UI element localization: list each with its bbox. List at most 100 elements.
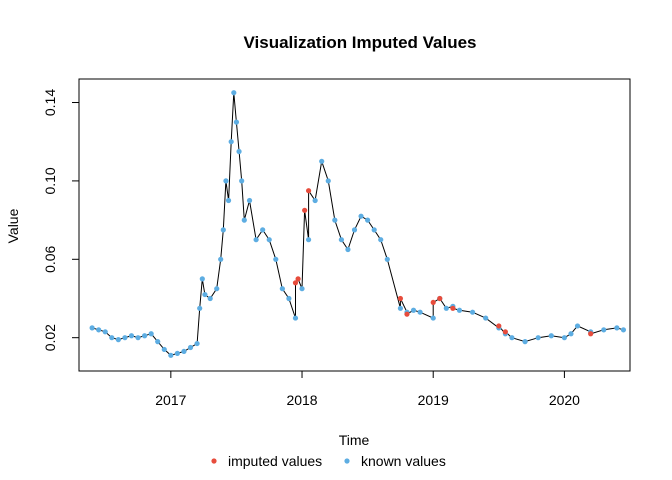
known-point [161, 346, 167, 353]
x-axis: 2017 2018 2019 2020 [155, 370, 580, 408]
known-point [358, 213, 364, 219]
y-tick-label: 0.06 [42, 245, 58, 272]
x-tick-label: 2018 [286, 392, 317, 408]
imputed-points [292, 188, 594, 337]
series-line [91, 92, 624, 356]
known-point [292, 315, 299, 321]
y-tick-label: 0.14 [42, 89, 58, 116]
known-point [522, 339, 528, 345]
imputed-point [588, 331, 594, 337]
known-point [241, 217, 247, 223]
x-tick-label: 2017 [155, 392, 186, 408]
known-point [207, 295, 213, 302]
known-point [332, 217, 338, 223]
y-axis-label: Value [5, 208, 21, 243]
known-point [246, 197, 253, 204]
known-point [574, 323, 581, 329]
known-point [483, 315, 489, 321]
known-point [141, 333, 148, 339]
known-point [378, 237, 384, 243]
known-point [305, 237, 312, 243]
imputed-point [302, 207, 308, 213]
known-point [325, 178, 331, 184]
imputed-point [450, 305, 456, 311]
y-axis: 0.02 0.06 0.10 0.14 [42, 89, 80, 351]
known-point [417, 309, 423, 315]
known-point [345, 246, 351, 253]
imputed-point [295, 276, 301, 282]
imputed-point [404, 311, 410, 317]
known-point [174, 350, 180, 356]
known-point [228, 139, 234, 145]
plot-frame [78, 78, 631, 372]
known-point [351, 227, 358, 233]
known-point [231, 90, 237, 96]
imputed-point [437, 295, 443, 302]
known-point [365, 217, 371, 223]
known-point [601, 327, 607, 333]
known-point [456, 307, 463, 313]
known-point [214, 286, 220, 292]
x-axis-label: Time [339, 432, 370, 448]
known-point [155, 339, 161, 345]
known-point [218, 256, 224, 262]
known-point [286, 295, 292, 302]
imputed-point [292, 280, 299, 286]
known-point [397, 305, 404, 311]
known-point [319, 158, 325, 164]
known-point [312, 197, 318, 204]
imputed-point [305, 188, 312, 194]
known-point [223, 178, 229, 184]
known-point [220, 227, 226, 233]
known-point [202, 291, 208, 298]
known-point [614, 325, 620, 331]
known-point [273, 256, 279, 262]
known-point [548, 333, 554, 339]
known-point [199, 276, 205, 282]
x-tick-label: 2019 [418, 392, 449, 408]
known-point [443, 305, 449, 311]
known-point [338, 237, 344, 243]
known-point [109, 335, 115, 341]
imputed-point [502, 329, 508, 335]
known-point [96, 327, 102, 333]
legend: imputed values known values [211, 453, 446, 469]
imputed-point [430, 299, 436, 306]
imputed-point [397, 295, 404, 302]
known-point [299, 286, 305, 292]
known-point [102, 329, 108, 335]
known-point [197, 305, 203, 311]
known-point [535, 335, 541, 341]
known-point [253, 237, 259, 243]
known-point [371, 227, 377, 233]
known-point [225, 197, 232, 204]
known-point [266, 237, 272, 243]
chart-title: Visualization Imputed Values [243, 33, 476, 52]
known-point [384, 256, 390, 262]
known-point [187, 344, 194, 351]
known-point [128, 333, 135, 339]
legend-label: imputed values [228, 453, 322, 469]
legend-swatch [344, 458, 350, 464]
known-point [469, 309, 476, 315]
known-point [410, 307, 417, 313]
known-point [430, 315, 436, 321]
x-tick-label: 2020 [549, 392, 580, 408]
known-point [509, 335, 515, 341]
known-point [239, 178, 245, 184]
known-point [620, 327, 627, 333]
known-point [236, 148, 242, 155]
known-point [279, 286, 285, 292]
known-point [135, 335, 141, 341]
known-point [122, 335, 128, 341]
known-point [89, 325, 95, 331]
known-point [233, 119, 240, 125]
known-point [168, 352, 174, 358]
known-point [561, 335, 568, 341]
known-point [568, 331, 574, 337]
known-point [181, 348, 187, 355]
legend-swatch [211, 458, 217, 464]
known-point [115, 337, 121, 343]
